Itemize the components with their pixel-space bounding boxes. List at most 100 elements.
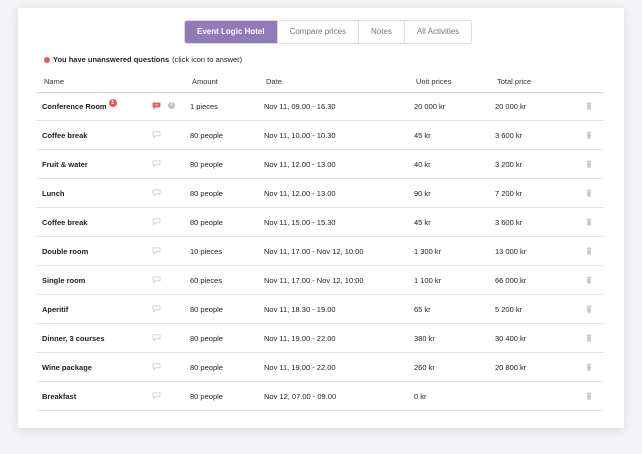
row-name: Wine package	[42, 363, 92, 372]
row-total-price: 20 000 kr	[495, 102, 527, 111]
row-date: Nov 11, 18.30 - 19.00	[264, 305, 336, 314]
table-row: Aperitif 80 people Nov 11, 18.30 - 19.00 65…	[36, 295, 604, 324]
table-row: Breakfast 80 people Nov 12, 07.00 - 09.00 0…	[36, 382, 604, 411]
alert-dot-icon	[44, 56, 50, 63]
row-date: Nov 11, 12.00 - 13.00	[264, 189, 336, 198]
table-body: Conference Room 1 i 1 pieces Nov 11, 09.00 -…	[36, 92, 604, 411]
comment-icon[interactable]	[152, 392, 161, 399]
row-amount: 80 people	[190, 334, 223, 343]
header-name: Name	[44, 77, 65, 86]
comment-icon[interactable]	[152, 102, 161, 109]
trash-icon[interactable]	[586, 218, 592, 226]
header-unit-prices: Unit prices	[416, 77, 452, 86]
trash-icon[interactable]	[586, 334, 592, 342]
row-unit-price: 65 kr	[414, 305, 431, 314]
table-row: Lunch 80 people Nov 11, 12.00 - 13.00 90 kr…	[36, 179, 604, 208]
tab-compare-prices[interactable]: Compare prices	[277, 21, 360, 43]
row-total-price: 5 200 kr	[495, 305, 523, 314]
row-amount: 80 people	[190, 189, 223, 198]
comment-icon[interactable]	[152, 247, 161, 254]
row-date: Nov 11, 10.00 - 10.30	[264, 131, 336, 140]
header-total-price: Total price	[497, 77, 532, 86]
trash-icon[interactable]	[586, 189, 592, 197]
row-amount: 80 people	[190, 160, 223, 169]
comment-icon[interactable]	[152, 160, 161, 167]
row-name: Aperitif	[42, 305, 69, 314]
table-row: Wine package 80 people Nov 11, 19.00 - 22.…	[36, 353, 604, 382]
row-unit-price: 45 kr	[414, 131, 431, 140]
row-unit-price: 0 kr	[414, 392, 427, 401]
row-amount: 80 people	[190, 363, 223, 372]
table-row: Coffee break 80 people Nov 11, 15.00 - 15.…	[36, 208, 604, 237]
row-total-price: 66 000 kr	[495, 276, 527, 285]
trash-icon[interactable]	[586, 247, 592, 255]
question-count-badge: 1	[108, 99, 117, 107]
table-row: Coffee break 80 people Nov 11, 10.00 - 10.…	[36, 121, 604, 150]
trash-icon[interactable]	[586, 131, 592, 139]
trash-icon[interactable]	[586, 363, 592, 371]
tab-notes[interactable]: Notes	[359, 21, 405, 43]
row-unit-price: 45 kr	[414, 218, 431, 227]
row-name: Single room	[42, 276, 86, 285]
row-amount: 80 people	[190, 218, 223, 227]
header-amount: Amount	[192, 77, 218, 86]
row-amount: 80 people	[190, 392, 223, 401]
notice-text: You have unanswered questions	[53, 55, 170, 64]
table-header: Name Amount Date Unit prices Total price	[36, 70, 604, 93]
row-unit-price: 260 kr	[414, 363, 435, 372]
trash-icon[interactable]	[586, 392, 592, 400]
row-unit-price: 1 100 kr	[414, 276, 442, 285]
table-row: Single room 60 pieces Nov 11, 17.00 - Nov …	[36, 266, 604, 295]
row-total-price: 3 600 kr	[495, 218, 523, 227]
trash-icon[interactable]	[586, 276, 592, 284]
row-name: Fruit & water	[42, 160, 88, 169]
row-amount: 80 people	[190, 305, 223, 314]
row-date: Nov 11, 09.00 - 16.30	[264, 102, 336, 111]
table-row: Fruit & water 80 people Nov 11, 12.00 - 13…	[36, 150, 604, 179]
row-date: Nov 11, 17.00 - Nov 12, 10:00	[264, 247, 364, 256]
row-date: Nov 11, 19.00 - 22.00	[264, 363, 336, 372]
tab-all-activities[interactable]: All Activities	[404, 21, 472, 43]
row-date: Nov 11, 15.00 - 15.30	[264, 218, 336, 227]
row-total-price: 13 000 kr	[495, 247, 527, 256]
table-row: Double room 10 pieces Nov 11, 17.00 - Nov …	[36, 237, 604, 266]
notice-hint: (click icon to answer)	[172, 55, 243, 64]
row-total-price: 3 600 kr	[495, 131, 523, 140]
comment-icon[interactable]	[152, 363, 161, 370]
row-total-price: 7 200 kr	[495, 189, 523, 198]
comment-icon[interactable]	[152, 334, 161, 341]
header-date: Date	[266, 77, 282, 86]
unanswered-notice: You have unanswered questions (click ico…	[44, 55, 242, 64]
trash-icon[interactable]	[586, 160, 592, 168]
row-name: Coffee break	[42, 218, 88, 227]
comment-icon[interactable]	[152, 276, 161, 283]
table-row: Conference Room 1 i 1 pieces Nov 11, 09.00 -…	[36, 92, 604, 121]
tab-event-logic-hotel[interactable]: Event Logic Hotel	[185, 21, 278, 43]
row-name: Double room	[42, 247, 89, 256]
row-name: Dinner, 3 courses	[42, 334, 105, 343]
trash-icon[interactable]	[586, 305, 592, 313]
event-card: Event Logic Hotel Compare prices Notes A…	[18, 8, 624, 428]
row-unit-price: 40 kr	[414, 160, 431, 169]
comment-icon[interactable]	[152, 131, 161, 138]
row-name: Breakfast	[42, 392, 77, 401]
trash-icon[interactable]	[586, 102, 592, 110]
row-amount: 1 pieces	[190, 102, 218, 111]
table-row: Dinner, 3 courses 80 people Nov 11, 19.00 …	[36, 324, 604, 353]
row-name: Coffee break	[42, 131, 88, 140]
row-name: Lunch	[42, 189, 65, 198]
info-icon[interactable]: i	[168, 102, 175, 109]
row-total-price: 20 800 kr	[495, 363, 527, 372]
comment-icon[interactable]	[152, 189, 161, 196]
row-date: Nov 11, 17.00 - Nov 12, 10:00	[264, 276, 364, 285]
row-name: Conference Room 1	[42, 99, 117, 111]
row-unit-price: 380 kr	[414, 334, 435, 343]
row-unit-price: 20 000 kr	[414, 102, 446, 111]
row-total-price: 30 400 kr	[495, 334, 527, 343]
row-unit-price: 1 300 kr	[414, 247, 442, 256]
row-amount: 60 pieces	[190, 276, 223, 285]
tab-bar: Event Logic Hotel Compare prices Notes A…	[184, 20, 473, 44]
comment-icon[interactable]	[152, 218, 161, 225]
row-amount: 80 people	[190, 131, 223, 140]
comment-icon[interactable]	[152, 305, 161, 312]
